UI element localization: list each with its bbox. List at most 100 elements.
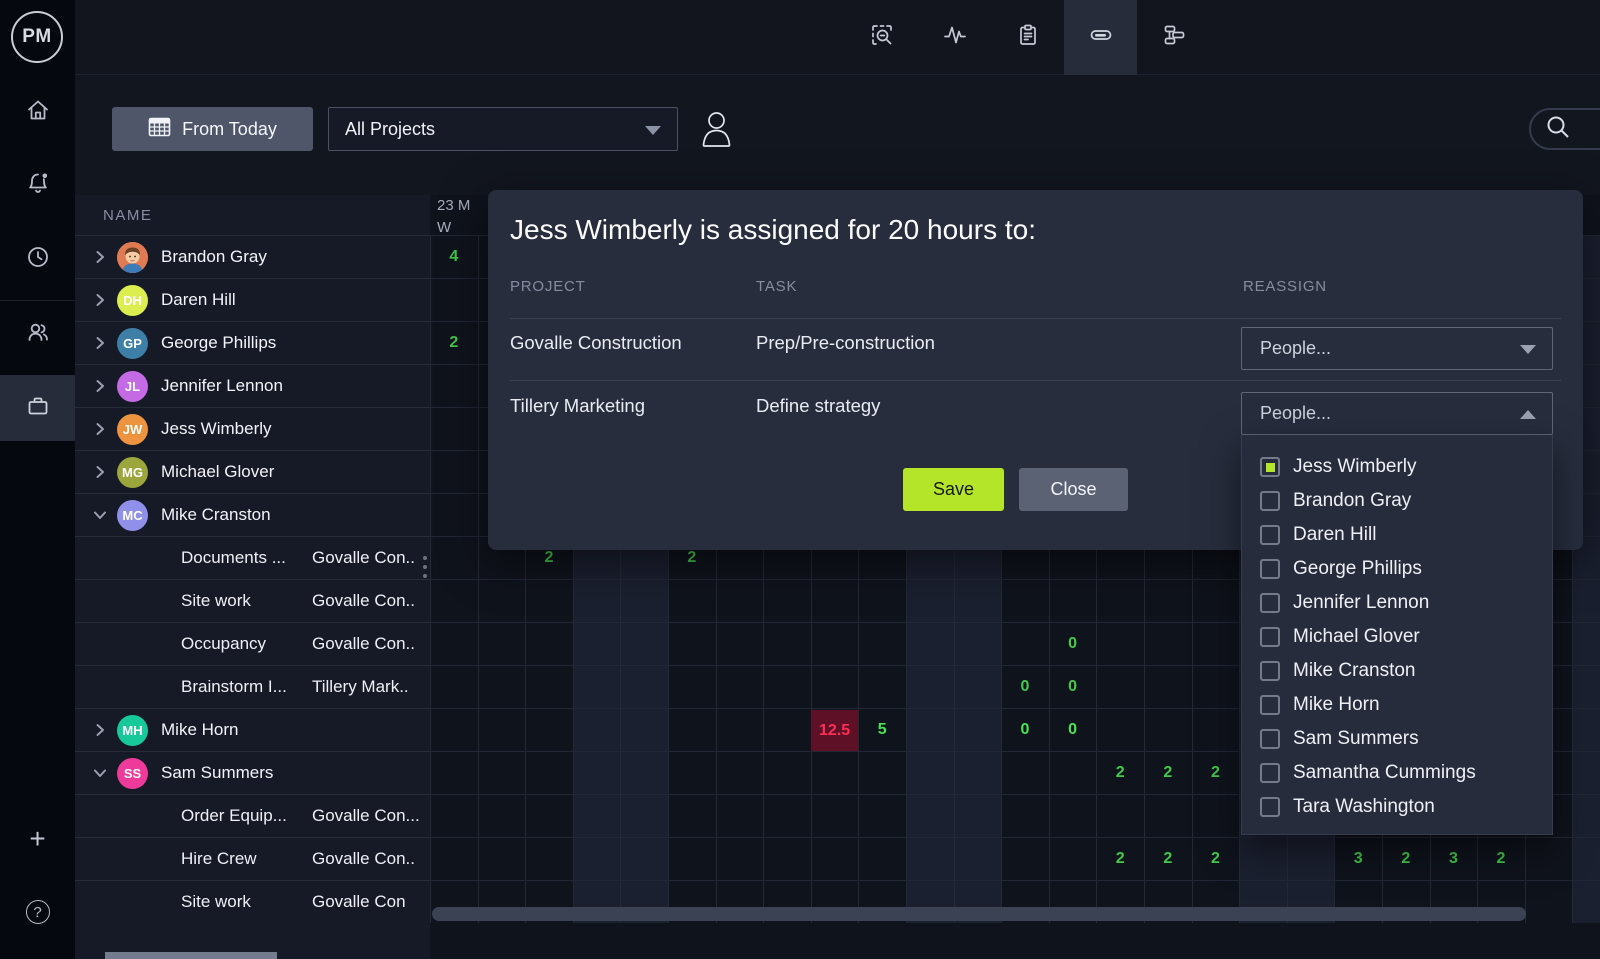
person-option[interactable]: Tara Washington — [1242, 790, 1552, 824]
task-row[interactable]: Documents ...Govalle Con.. — [75, 536, 430, 579]
allocation-cell[interactable]: 2 — [1096, 838, 1144, 880]
checkbox-fill — [1266, 463, 1275, 472]
tab-clipboard[interactable] — [991, 0, 1064, 75]
column-resize-handle[interactable] — [421, 556, 429, 586]
person-row[interactable]: JLJennifer Lennon — [75, 364, 430, 407]
person-row[interactable]: Brandon Gray — [75, 235, 430, 278]
person-option-label: Tara Washington — [1293, 796, 1435, 818]
allocation-cell[interactable]: 0 — [1049, 666, 1097, 708]
allocation-cell[interactable]: 2 — [1144, 838, 1192, 880]
chevron-right-icon[interactable] — [93, 336, 107, 355]
person-option[interactable]: Samantha Cummings — [1242, 756, 1552, 790]
sidebar-item-projects[interactable] — [0, 381, 75, 435]
avatar: JW — [117, 414, 148, 445]
allocation-cell[interactable]: 4 — [430, 236, 478, 278]
task-row[interactable]: Site workGovalle Con.. — [75, 579, 430, 622]
person-option[interactable]: George Phillips — [1242, 552, 1552, 586]
task-row[interactable]: OccupancyGovalle Con.. — [75, 622, 430, 665]
checkbox-icon[interactable] — [1260, 729, 1280, 749]
sidebar-item-team[interactable] — [0, 307, 75, 361]
person-option[interactable]: Brandon Gray — [1242, 484, 1552, 518]
chevron-right-icon[interactable] — [93, 422, 107, 441]
allocation-cell[interactable]: 3 — [1430, 838, 1478, 880]
tab-org-chart[interactable] — [1137, 0, 1210, 75]
allocation-cell[interactable]: 2 — [1477, 838, 1525, 880]
task-project: Govalle Con — [312, 881, 406, 923]
person-option[interactable]: Mike Horn — [1242, 688, 1552, 722]
task-row[interactable]: Brainstorm I...Tillery Mark.. — [75, 665, 430, 708]
reassign-select-2[interactable]: People... — [1241, 392, 1553, 435]
checkbox-checked-icon[interactable] — [1260, 457, 1280, 477]
checkbox-icon[interactable] — [1260, 695, 1280, 715]
person-name: Sam Summers — [161, 752, 273, 794]
person-row[interactable]: GPGeorge Phillips — [75, 321, 430, 364]
allocation-cell[interactable]: 2 — [1192, 838, 1240, 880]
project-filter-select[interactable]: All Projects — [328, 107, 678, 151]
checkbox-icon[interactable] — [1260, 661, 1280, 681]
checkbox-icon[interactable] — [1260, 491, 1280, 511]
names-column-header: NAME — [103, 207, 152, 224]
allocation-cell[interactable]: 3 — [1334, 838, 1382, 880]
chevron-right-icon[interactable] — [93, 465, 107, 484]
checkbox-icon[interactable] — [1260, 593, 1280, 613]
tab-activity[interactable] — [918, 0, 991, 75]
person-row[interactable]: MGMichael Glover — [75, 450, 430, 493]
checkbox-icon[interactable] — [1260, 797, 1280, 817]
sidebar-item-history[interactable] — [0, 232, 75, 286]
horizontal-scrollbar[interactable] — [432, 907, 1526, 921]
chevron-right-icon[interactable] — [93, 379, 107, 398]
chevron-down-icon — [645, 126, 661, 135]
allocation-cell[interactable]: 2 — [430, 322, 478, 364]
search-button[interactable] — [1529, 108, 1600, 150]
chevron-right-icon[interactable] — [93, 250, 107, 269]
allocation-cell[interactable]: 12.5 — [811, 710, 859, 751]
allocation-cell[interactable]: 0 — [1001, 666, 1049, 708]
task-row[interactable]: Order Equip...Govalle Con... — [75, 794, 430, 837]
person-option[interactable]: Sam Summers — [1242, 722, 1552, 756]
reassign-select-1[interactable]: People... — [1241, 327, 1553, 370]
person-row[interactable]: JWJess Wimberly — [75, 407, 430, 450]
allocation-cell[interactable]: 2 — [1382, 838, 1430, 880]
from-today-button[interactable]: From Today — [112, 107, 313, 151]
person-row[interactable]: DHDaren Hill — [75, 278, 430, 321]
person-option[interactable]: Jennifer Lennon — [1242, 586, 1552, 620]
tab-workload[interactable] — [1064, 0, 1137, 75]
person-option[interactable]: Michael Glover — [1242, 620, 1552, 654]
tab-zoom-search[interactable] — [845, 0, 918, 75]
sidebar-item-home[interactable] — [0, 85, 75, 139]
allocation-cell[interactable]: 0 — [1001, 709, 1049, 751]
allocation-cell[interactable]: 2 — [1192, 752, 1240, 794]
sidebar-item-help[interactable]: ? — [0, 885, 75, 939]
person-option[interactable]: Jess Wimberly — [1242, 450, 1552, 484]
allocation-cell[interactable]: 0 — [1049, 709, 1097, 751]
person-row[interactable]: MCMike Cranston — [75, 493, 430, 536]
chevron-down-icon[interactable] — [93, 766, 107, 785]
chevron-right-icon[interactable] — [93, 293, 107, 312]
pm-logo[interactable]: PM — [11, 11, 63, 63]
task-name: Documents ... — [181, 537, 286, 579]
allocation-cell[interactable]: 0 — [1049, 623, 1097, 665]
allocation-cell[interactable]: 5 — [858, 709, 906, 751]
names-panel: NAME Brandon GrayDHDaren HillGPGeorge Ph… — [75, 195, 430, 959]
person-row[interactable]: SSSam Summers — [75, 751, 430, 794]
sidebar-item-add[interactable]: + — [0, 812, 75, 866]
person-option[interactable]: Mike Cranston — [1242, 654, 1552, 688]
checkbox-icon[interactable] — [1260, 525, 1280, 545]
task-row[interactable]: Hire CrewGovalle Con.. — [75, 837, 430, 880]
allocation-cell[interactable]: 2 — [1144, 752, 1192, 794]
close-button[interactable]: Close — [1019, 468, 1128, 511]
checkbox-icon[interactable] — [1260, 763, 1280, 783]
chevron-right-icon[interactable] — [93, 723, 107, 742]
allocation-cell[interactable]: 2 — [1096, 752, 1144, 794]
checkbox-icon[interactable] — [1260, 559, 1280, 579]
bottom-cutoff-button[interactable] — [105, 952, 277, 959]
chevron-down-icon[interactable] — [93, 508, 107, 527]
task-row[interactable]: Site workGovalle Con — [75, 880, 430, 923]
save-button[interactable]: Save — [903, 468, 1004, 511]
person-row[interactable]: MHMike Horn — [75, 708, 430, 751]
checkbox-icon[interactable] — [1260, 627, 1280, 647]
grid-date-header: 23 M — [437, 197, 470, 214]
people-filter-icon[interactable] — [698, 106, 735, 155]
person-option[interactable]: Daren Hill — [1242, 518, 1552, 552]
sidebar-item-notifications[interactable] — [0, 158, 75, 212]
